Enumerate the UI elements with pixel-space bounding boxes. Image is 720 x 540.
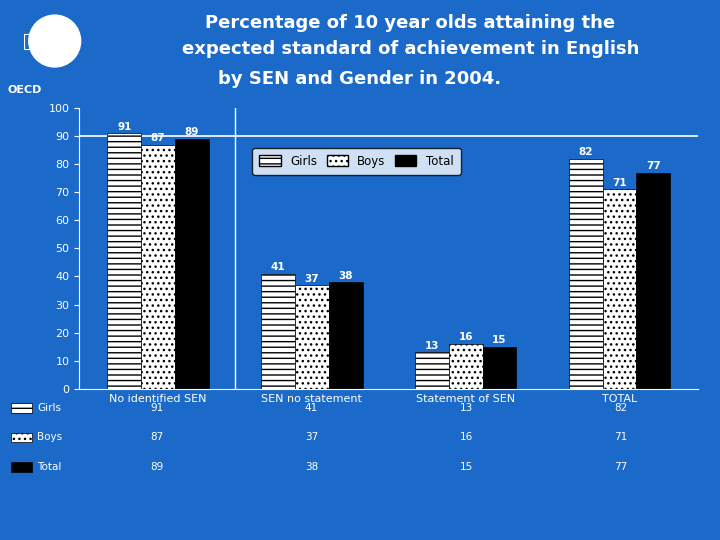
Text: 82: 82 [578, 147, 593, 157]
Text: 71: 71 [612, 178, 627, 188]
Text: 16: 16 [459, 433, 473, 442]
Text: 77: 77 [646, 161, 661, 171]
Text: 41: 41 [271, 262, 285, 272]
Text: 89: 89 [185, 127, 199, 138]
Bar [603, 190, 636, 389]
Text: 13: 13 [459, 403, 473, 413]
Text: 77: 77 [614, 462, 628, 472]
Bar [449, 344, 482, 389]
Bar [261, 274, 295, 389]
Text: 41: 41 [305, 403, 318, 413]
Bar [569, 159, 603, 389]
Text: 13: 13 [425, 341, 439, 351]
Legend: Girls, Boys, Total: Girls, Boys, Total [252, 147, 461, 175]
Bar [175, 139, 209, 389]
Bar [295, 285, 329, 389]
Text: Boys: Boys [37, 433, 63, 442]
Text: 《: 《 [23, 32, 35, 51]
Text: 15: 15 [459, 462, 473, 472]
Bar [141, 145, 175, 389]
Bar [482, 347, 516, 389]
Text: 87: 87 [150, 433, 163, 442]
Text: 71: 71 [614, 433, 628, 442]
Bar [107, 133, 141, 389]
Circle shape [29, 15, 81, 67]
Text: 91: 91 [117, 122, 132, 132]
Text: 91: 91 [150, 403, 163, 413]
Bar [636, 173, 670, 389]
Text: 15: 15 [492, 335, 507, 345]
Text: 37: 37 [305, 273, 319, 284]
Text: 38: 38 [338, 271, 353, 281]
Text: OECD: OECD [7, 85, 42, 95]
Text: Percentage of 10 year olds attaining the: Percentage of 10 year olds attaining the [205, 14, 616, 31]
Text: Total: Total [37, 462, 62, 472]
Text: 82: 82 [614, 403, 628, 413]
Text: expected standard of achievement in English: expected standard of achievement in Engl… [181, 40, 639, 58]
Text: 87: 87 [150, 133, 166, 143]
Bar [329, 282, 363, 389]
Text: 16: 16 [459, 333, 473, 342]
Text: 38: 38 [305, 462, 318, 472]
Text: Girls: Girls [37, 403, 61, 413]
Text: 89: 89 [150, 462, 163, 472]
Bar [415, 352, 449, 389]
Text: 37: 37 [305, 433, 318, 442]
Text: by SEN and Gender in 2004.: by SEN and Gender in 2004. [218, 70, 502, 88]
